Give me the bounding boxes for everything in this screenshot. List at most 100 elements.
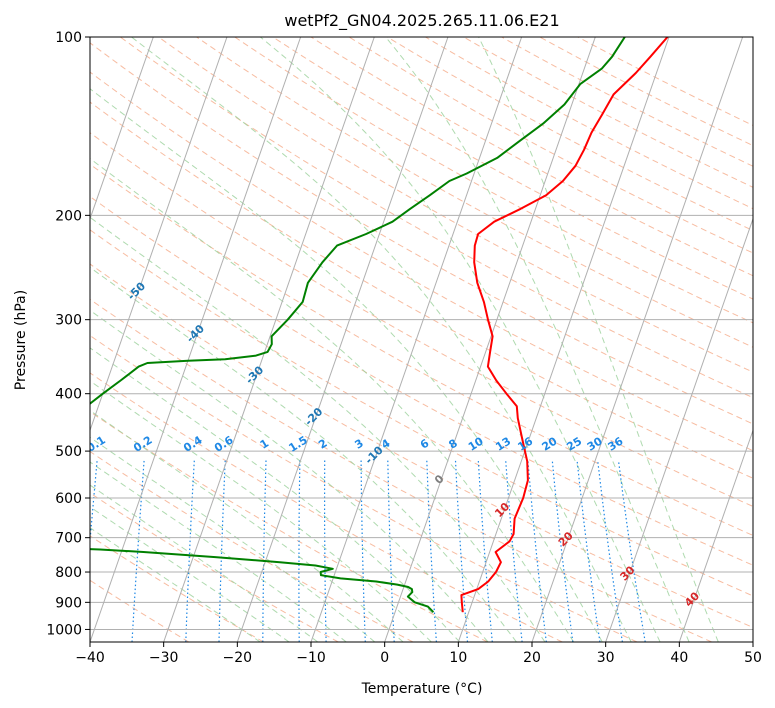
y-tick-label: 200 <box>55 208 82 224</box>
temperature-profile <box>460 37 669 613</box>
y-tick-label: 300 <box>55 313 82 329</box>
isotherm-line <box>163 37 375 642</box>
x-axis: −40 −30 −20 −10 0 10 20 30 40 50 <box>75 642 762 666</box>
dry-adiabat <box>272 37 753 300</box>
isotherm-label: 30 <box>618 563 638 583</box>
dry-adiabat <box>90 411 488 642</box>
moist-adiabat <box>90 527 261 642</box>
moist-adiabat <box>131 37 632 642</box>
y-tick-label: 800 <box>55 565 82 581</box>
isotherm-line <box>531 37 744 642</box>
grid-lines <box>0 37 753 642</box>
isotherm-label: -20 <box>302 405 325 428</box>
isotherm-label: 10 <box>492 500 512 520</box>
x-tick-label: 40 <box>670 650 688 666</box>
mixing-ratio-line <box>218 460 226 642</box>
mixing-ratio-line <box>298 460 301 642</box>
dry-adiabat <box>90 263 753 629</box>
isotherm-line <box>457 37 670 642</box>
isotherm-label: -70 <box>8 192 31 215</box>
dewpoint-profile-1 <box>90 548 435 613</box>
plot-frame <box>89 36 754 643</box>
dry-adiabat <box>501 37 753 167</box>
dry-adiabat <box>90 101 753 479</box>
dry-adiabat <box>158 37 753 373</box>
y-tick-label: 100 <box>55 30 82 46</box>
y-tick-label: 1000 <box>46 622 82 638</box>
moist-adiabat <box>90 309 489 642</box>
dry-adiabat <box>120 37 753 399</box>
mixing-ratio-line <box>617 460 646 642</box>
isotherm-line <box>236 37 449 642</box>
moist-adiabat <box>90 380 432 642</box>
x-tick-label: 20 <box>523 650 541 666</box>
x-tick-label: −30 <box>149 650 179 666</box>
moist-adiabat <box>90 409 404 642</box>
isotherm-label: -30 <box>243 363 266 386</box>
dewpoint-profile-2 <box>90 37 626 405</box>
moist-adiabat <box>260 37 661 642</box>
moist-adiabat <box>90 506 290 642</box>
x-tick-label: 0 <box>380 650 389 666</box>
mixing-ratio-line <box>527 460 547 642</box>
isotherm-label: -50 <box>125 279 148 302</box>
isotherm-line <box>0 37 6 642</box>
mixing-ratio-line <box>576 460 601 642</box>
moist-adiabat <box>90 157 575 642</box>
isotherm-line <box>605 217 753 642</box>
y-tick-label: 500 <box>55 444 82 460</box>
mixing-ratio-label: 2 <box>316 437 329 452</box>
moist-adiabat <box>90 461 347 642</box>
isotherm-line <box>384 37 596 642</box>
isotherm-label: 20 <box>556 529 576 549</box>
dry-adiabat <box>463 37 753 188</box>
x-tick-label: 10 <box>449 650 467 666</box>
moist-adiabat <box>90 216 546 642</box>
x-tick-label: −20 <box>223 650 253 666</box>
dry-adiabat <box>386 37 753 232</box>
mixing-ratio-line <box>454 460 469 642</box>
isotherm-line <box>90 37 302 642</box>
isotherm-label: -60 <box>65 239 88 262</box>
mixing-ratio-line <box>324 460 327 642</box>
dry-adiabat <box>90 42 753 425</box>
y-axis: 100 200 300 400 500 600 700 800 900 1000 <box>46 30 90 638</box>
x-axis-label: Temperature (°C) <box>361 681 483 697</box>
moist-adiabat <box>90 484 319 642</box>
x-tick-label: −10 <box>296 650 326 666</box>
dry-adiabat <box>90 71 753 452</box>
mixing-ratio-line <box>551 460 574 642</box>
mixing-ratio-label: 1 <box>258 437 271 452</box>
chart-title: wetPf2_GN04.2025.265.11.06.E21 <box>284 11 559 31</box>
dry-adiabat <box>425 37 753 210</box>
dry-adiabat <box>90 492 339 642</box>
dry-adiabat <box>577 37 753 126</box>
dry-adiabat <box>90 535 264 642</box>
dry-adiabat <box>90 334 638 642</box>
mixing-ratio-label: 3 <box>352 437 365 452</box>
background-lines <box>90 37 753 642</box>
series-layer <box>90 37 669 613</box>
y-axis-label: Pressure (hPa) <box>13 290 29 390</box>
dry-adiabat <box>90 163 753 537</box>
mixing-ratio-line <box>387 460 395 642</box>
moist-adiabat <box>385 37 690 642</box>
mixing-ratio-line <box>262 460 267 642</box>
isotherm-line <box>0 37 80 642</box>
isotherm-line <box>678 428 753 642</box>
y-tick-label: 900 <box>55 595 82 611</box>
isotherm-line <box>752 640 753 642</box>
isotherm-label: 0 <box>432 472 447 487</box>
y-tick-label: 700 <box>55 531 82 547</box>
mixing-ratio-label: 0.1 <box>84 433 107 454</box>
y-tick-label: 400 <box>55 387 82 403</box>
mixing-ratio-line <box>185 460 195 642</box>
mixing-ratio-label: 0.2 <box>131 433 154 454</box>
dry-adiabat <box>90 298 712 642</box>
mixing-ratio-label: 6 <box>418 436 432 451</box>
isotherm-line <box>90 37 154 221</box>
x-tick-label: −40 <box>75 650 105 666</box>
moist-adiabat <box>90 88 603 642</box>
y-tick-label: 600 <box>55 491 82 507</box>
